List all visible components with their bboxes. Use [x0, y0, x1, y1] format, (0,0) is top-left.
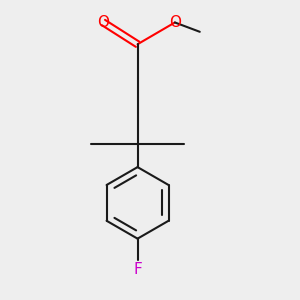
Text: F: F — [133, 262, 142, 277]
Text: O: O — [97, 15, 109, 30]
Text: O: O — [169, 15, 181, 30]
